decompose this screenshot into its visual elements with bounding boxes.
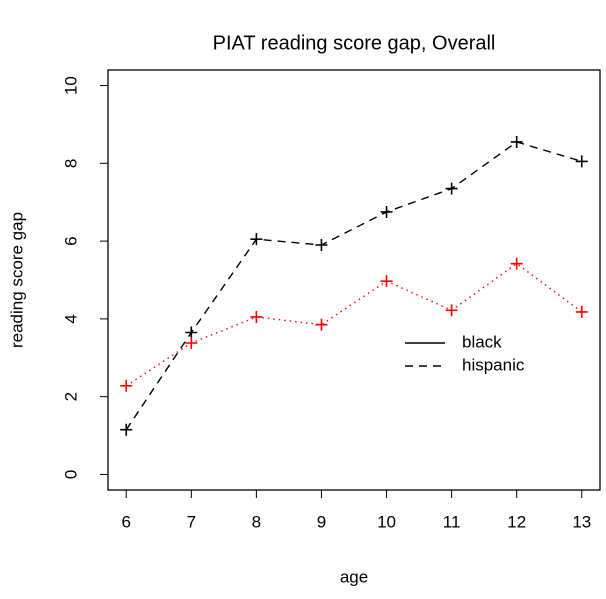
x-tick-label: 10 (377, 512, 396, 531)
y-tick-label: 8 (61, 159, 80, 168)
x-tick-label: 13 (572, 512, 591, 531)
marker (120, 423, 133, 436)
x-tick-label: 12 (507, 512, 526, 531)
x-tick-label: 7 (187, 512, 196, 531)
marker (380, 205, 393, 218)
y-axis-label: reading score gap (7, 212, 26, 348)
y-tick-label: 10 (61, 76, 80, 95)
y-tick-label: 4 (61, 314, 80, 323)
marker (315, 239, 328, 251)
y-tick-label: 0 (61, 470, 80, 479)
marker (445, 182, 458, 195)
x-tick-label: 6 (121, 512, 130, 531)
chart-title: PIAT reading score gap, Overall (213, 32, 496, 54)
marker (510, 135, 523, 148)
legend-label: black (462, 332, 502, 351)
x-tick-label: 8 (252, 512, 261, 531)
marker (510, 257, 523, 270)
series-line (125, 262, 583, 387)
marker (120, 379, 133, 392)
marker (575, 305, 588, 318)
marker (380, 275, 393, 288)
y-tick-label: 6 (61, 236, 80, 245)
legend-label: hispanic (462, 355, 525, 374)
marker (445, 304, 458, 317)
x-tick-label: 11 (443, 512, 461, 531)
y-tick-label: 2 (61, 392, 80, 401)
marker (250, 233, 263, 246)
x-tick-label: 9 (317, 512, 326, 531)
marker (315, 318, 328, 331)
marker (250, 310, 263, 323)
marker (185, 326, 198, 339)
plot-box (107, 69, 601, 491)
series-line (125, 141, 582, 431)
marker (575, 155, 588, 168)
marker (185, 337, 198, 349)
x-axis-label: age (340, 567, 368, 586)
